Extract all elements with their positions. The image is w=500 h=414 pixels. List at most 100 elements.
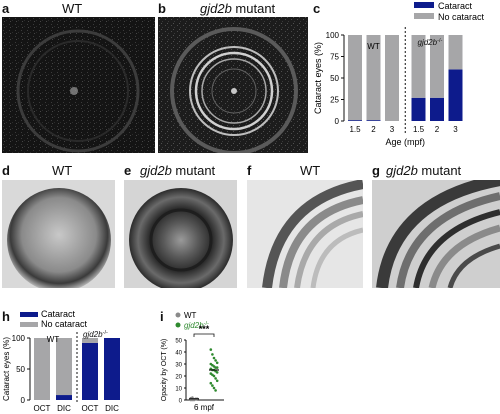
y-tick-label: 100: [12, 334, 26, 343]
dic-zoom-wt: [247, 180, 363, 288]
y-axis-label: Opacity by OCT (%): [161, 339, 168, 402]
data-point: [215, 361, 219, 365]
x-tick-label: 2: [435, 125, 440, 134]
bar-no-cataract: [385, 35, 399, 121]
data-point: [215, 366, 219, 369]
panel-title-f: WT: [300, 163, 321, 178]
panel-label-g: g: [372, 163, 380, 178]
legend-label-no-cataract: No cataract: [41, 319, 88, 329]
panel-title-a: WT: [62, 1, 83, 16]
y-tick-label: 50: [16, 365, 25, 374]
legend-label-cataract: Cataract: [438, 1, 473, 11]
bar-cataract: [104, 338, 120, 400]
panel-label-h: h: [2, 309, 10, 324]
panel-title-e: gjd2b mutant: [140, 164, 215, 177]
x-tick-label: OCT: [82, 404, 99, 413]
bar-no-cataract: [411, 35, 426, 98]
bar-no-cataract: [348, 35, 362, 121]
data-point: [212, 356, 216, 360]
data-point: [211, 384, 214, 387]
data-point: [209, 348, 213, 351]
group-label-wt: WT: [47, 335, 60, 344]
data-point: [214, 389, 217, 392]
gene-name: gjd2b: [386, 163, 418, 178]
bar-cataract: [411, 97, 426, 121]
legend-swatch-no-cataract: [414, 13, 434, 19]
gene-name: gjd2b: [200, 1, 232, 16]
x-axis-label: 6 mpf: [194, 403, 215, 412]
x-tick-label: 1.5: [413, 125, 425, 134]
panel-title-b: gjd2b mutant: [200, 2, 275, 15]
legend-label-mutant: gjd2b-/-: [184, 321, 209, 330]
bar-cataract: [56, 395, 72, 400]
data-point: [214, 359, 217, 362]
group-label-mutant: gjd2b-/-: [83, 330, 108, 339]
y-tick-label: 30: [175, 363, 182, 369]
data-point: [215, 379, 219, 383]
bar-no-cataract: [448, 35, 463, 70]
x-axis-label: Age (mpf): [385, 137, 425, 147]
legend-label-no-cataract: No cataract: [438, 12, 485, 22]
data-point: [215, 371, 219, 374]
x-tick-label: 3: [453, 125, 458, 134]
y-tick-label: 75: [330, 53, 339, 62]
y-tick-label: 10: [175, 387, 182, 393]
bar-no-cataract: [56, 338, 72, 396]
x-tick-label: DIC: [57, 404, 71, 413]
y-tick-label: 50: [330, 74, 339, 83]
y-tick-label: 40: [175, 351, 182, 357]
panel-label-d: d: [2, 163, 10, 178]
legend-swatch-cataract: [20, 312, 38, 317]
oct-image-mutant: [158, 17, 308, 153]
panel-title-d: WT: [52, 163, 73, 178]
title-suffix: mutant: [231, 1, 276, 16]
data-point: [212, 374, 216, 378]
bar-no-cataract: [82, 338, 98, 343]
y-tick-label: 25: [330, 96, 339, 105]
group-label-wt: WT: [367, 42, 380, 51]
x-tick-label: 2: [371, 125, 376, 134]
gene-name: gjd2b: [140, 163, 172, 178]
data-point: [214, 377, 217, 380]
bar-cataract: [82, 342, 98, 400]
panel-label-c: c: [313, 1, 321, 16]
group-label-mutant: gjd2b-/-: [418, 38, 443, 47]
data-point: [211, 353, 214, 356]
y-tick-label: 100: [326, 31, 340, 40]
data-point: [209, 381, 213, 385]
legend-swatch-cataract: [414, 2, 434, 8]
panel-label-e: e: [124, 163, 132, 178]
bar-no-cataract: [366, 35, 381, 121]
significance-stars: ***: [199, 324, 210, 334]
bar-cataract: [366, 120, 381, 121]
dic-zoom-mutant: [372, 180, 500, 288]
y-axis-label: Cataract eyes (%): [313, 42, 323, 114]
panel-label-a: a: [2, 1, 10, 16]
bar-cataract: [430, 97, 444, 121]
legend-swatch-no-cataract: [20, 322, 38, 327]
y-tick-label: 0: [21, 396, 26, 405]
title-suffix: mutant: [417, 163, 462, 178]
bar-no-cataract: [430, 35, 444, 98]
legend-label-cataract: Cataract: [41, 309, 76, 319]
title-suffix: mutant: [171, 163, 216, 178]
x-tick-label: 3: [390, 125, 395, 134]
oct-image-wt: [2, 17, 155, 153]
dic-image-wt: [2, 180, 115, 288]
legend-dot-mutant: [175, 322, 181, 328]
bar-cataract: [448, 69, 463, 121]
y-axis-label: Cataract eyes (%): [2, 337, 11, 401]
x-tick-label: DIC: [105, 404, 119, 413]
bar-no-cataract: [34, 338, 50, 400]
bar-cataract: [348, 120, 362, 121]
x-tick-label: 1.5: [349, 125, 361, 134]
legend-label-wt: WT: [184, 311, 197, 320]
y-tick-label: 0: [179, 399, 183, 405]
x-tick-label: OCT: [34, 404, 51, 413]
legend-dot-wt: [175, 312, 181, 318]
significance-bracket: [193, 333, 215, 337]
panel-label-b: b: [158, 1, 166, 16]
